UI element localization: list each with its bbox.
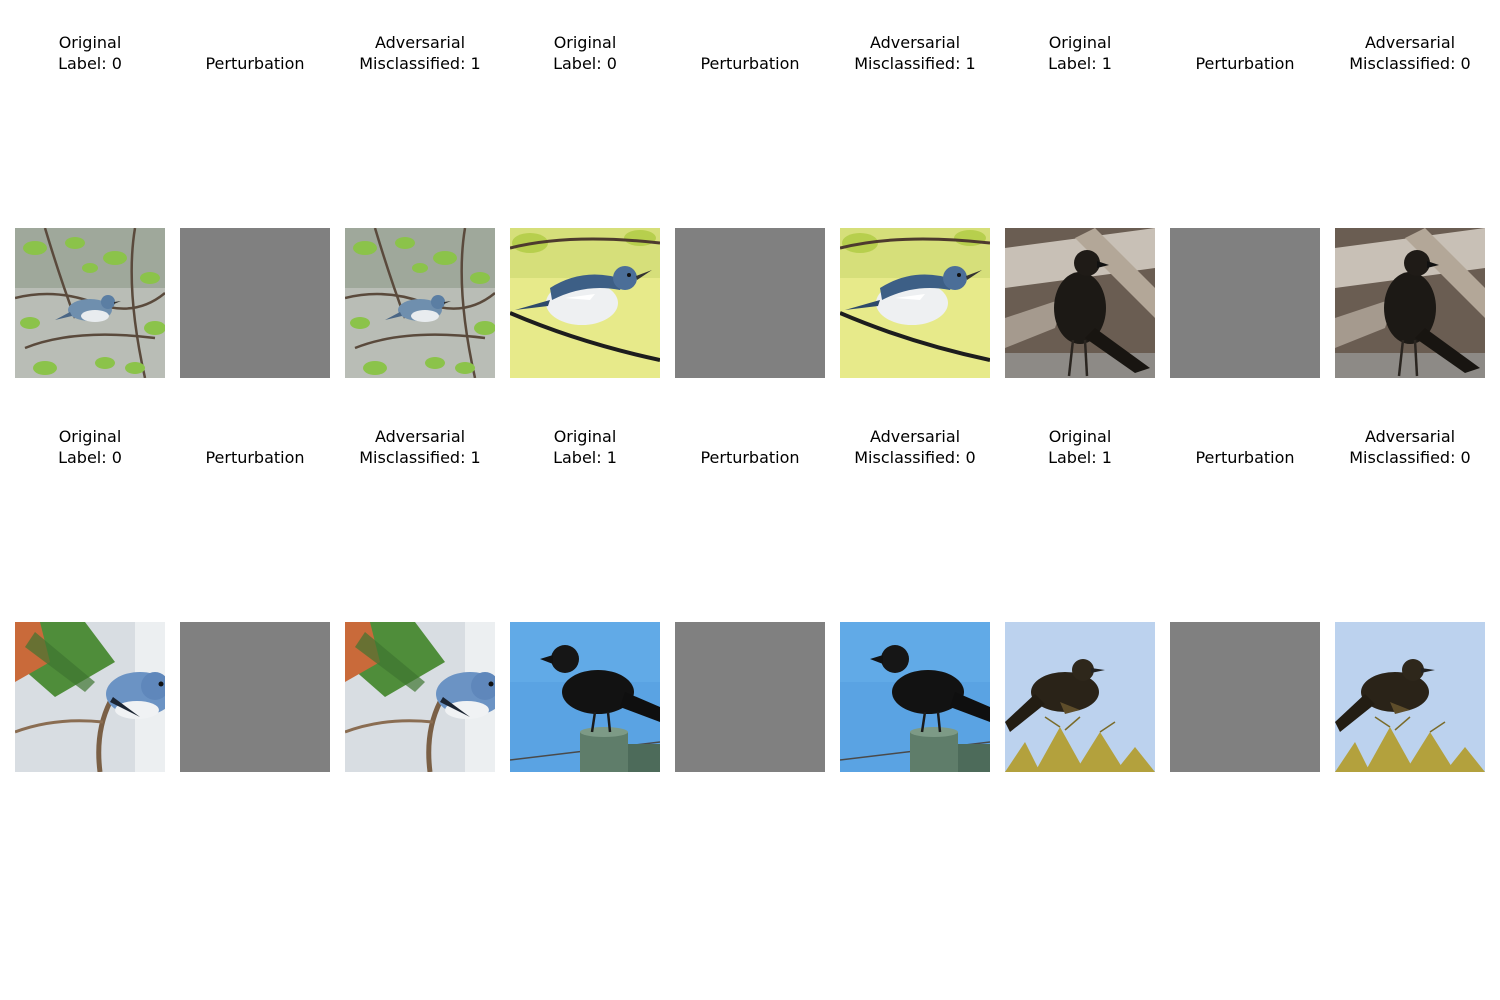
bird-photo	[1335, 622, 1485, 772]
panel-title: Perturbation	[205, 54, 305, 73]
bird-photo-drawing	[345, 622, 495, 772]
panel-title: Perturbation	[205, 448, 305, 467]
bird-photo	[15, 622, 165, 772]
panel-title: Adversarial Misclassified: 1	[854, 33, 976, 73]
panel-title: Original Label: 0	[58, 33, 122, 73]
bird-photo-drawing	[840, 622, 990, 772]
bird-photo-drawing	[840, 228, 990, 378]
bird-photo	[345, 622, 495, 772]
panel-title: Adversarial Misclassified: 0	[1349, 33, 1471, 73]
panel-title: Adversarial Misclassified: 0	[1349, 427, 1471, 467]
panel-title: Original Label: 1	[1048, 427, 1112, 467]
panel-title: Perturbation	[1195, 54, 1295, 73]
panel-title: Adversarial Misclassified: 1	[359, 33, 481, 73]
bird-photo	[1005, 622, 1155, 772]
bird-photo-drawing	[1335, 622, 1485, 772]
bird-photo-drawing	[1005, 622, 1155, 772]
bird-photo-drawing	[1335, 228, 1485, 378]
panel-title: Original Label: 1	[1048, 33, 1112, 73]
panel-title: Adversarial Misclassified: 1	[359, 427, 481, 467]
bird-photo-drawing	[510, 228, 660, 378]
bird-photo-drawing	[15, 228, 165, 378]
bird-photo	[510, 228, 660, 378]
panel-title: Perturbation	[700, 448, 800, 467]
bird-photo	[345, 228, 495, 378]
bird-photo	[510, 622, 660, 772]
bird-photo	[1005, 228, 1155, 378]
panel-title: Adversarial Misclassified: 0	[854, 427, 976, 467]
panel-title: Original Label: 1	[553, 427, 617, 467]
perturbation-map	[180, 622, 330, 772]
bird-photo	[1335, 228, 1485, 378]
bird-photo-drawing	[345, 228, 495, 378]
perturbation-map	[180, 228, 330, 378]
bird-photo	[15, 228, 165, 378]
panel-title: Original Label: 0	[58, 427, 122, 467]
bird-photo	[840, 228, 990, 378]
panel-title: Perturbation	[1195, 448, 1295, 467]
bird-photo-drawing	[15, 622, 165, 772]
bird-photo-drawing	[1005, 228, 1155, 378]
perturbation-map	[1170, 622, 1320, 772]
bird-photo-drawing	[510, 622, 660, 772]
bird-photo	[840, 622, 990, 772]
panel-title: Perturbation	[700, 54, 800, 73]
perturbation-map	[675, 622, 825, 772]
panel-title: Original Label: 0	[553, 33, 617, 73]
perturbation-map	[675, 228, 825, 378]
perturbation-map	[1170, 228, 1320, 378]
